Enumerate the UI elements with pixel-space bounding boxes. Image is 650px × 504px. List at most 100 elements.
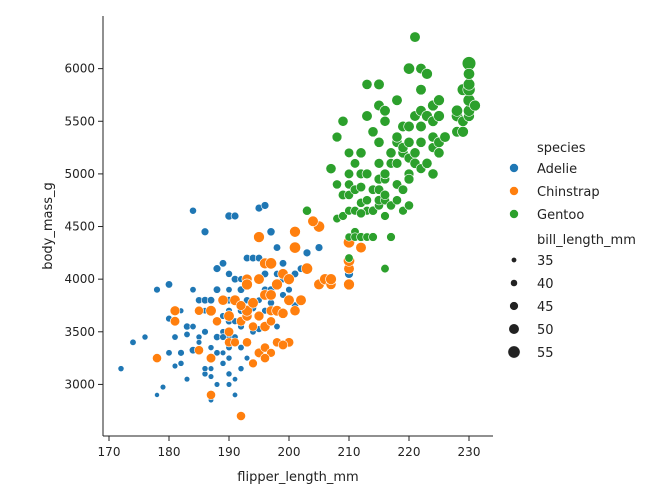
data-point-adelie — [302, 248, 312, 258]
data-point-gentoo — [409, 31, 421, 43]
data-point-gentoo — [356, 208, 366, 219]
legend-label-adelie: Adelie — [537, 162, 577, 177]
x-tick-label: 170 — [98, 445, 121, 459]
data-point-adelie — [212, 264, 222, 273]
data-point-gentoo — [439, 131, 451, 143]
data-point-chinstrap — [205, 305, 217, 317]
data-point-adelie — [183, 330, 191, 338]
data-point-chinstrap — [253, 231, 265, 243]
data-point-gentoo — [403, 62, 415, 75]
data-point-chinstrap — [194, 305, 204, 316]
legend-size-marker — [509, 301, 519, 311]
legend-size-items: 35 40 45 50 55 — [507, 254, 554, 361]
data-point-chinstrap — [271, 278, 283, 291]
data-point-gentoo — [367, 126, 379, 138]
data-point-chinstrap — [206, 390, 216, 400]
data-point-adelie — [129, 338, 137, 346]
data-point-chinstrap — [301, 262, 313, 275]
data-point-gentoo — [361, 110, 373, 122]
data-point-gentoo — [421, 157, 433, 169]
data-point-gentoo — [415, 120, 427, 133]
data-point-chinstrap — [265, 289, 277, 301]
data-point-adelie — [154, 392, 160, 398]
legend-size-marker — [510, 256, 518, 264]
data-point-gentoo — [325, 163, 337, 175]
data-point-gentoo — [373, 78, 385, 91]
data-point-adelie — [278, 259, 288, 268]
data-point-gentoo — [391, 131, 403, 143]
data-point-gentoo — [344, 253, 354, 263]
data-point-adelie — [164, 280, 174, 289]
data-point-gentoo — [337, 115, 349, 127]
data-point-gentoo — [397, 184, 409, 195]
series-chinstrap — [152, 215, 367, 421]
data-point-chinstrap — [289, 226, 301, 238]
legend: species Adelie Chinstrap Gentoo bill_lengt… — [507, 141, 636, 361]
data-point-adelie — [195, 339, 203, 346]
data-point-adelie — [153, 285, 161, 294]
data-point-adelie — [266, 227, 276, 237]
data-point-chinstrap — [248, 321, 258, 332]
legend-size-label: 40 — [537, 277, 554, 292]
data-point-gentoo — [415, 136, 427, 148]
data-point-gentoo — [433, 147, 445, 159]
data-point-adelie — [117, 365, 125, 372]
data-point-gentoo — [463, 67, 475, 80]
legend-size-marker — [510, 279, 518, 287]
x-tick-label: 210 — [338, 445, 361, 459]
data-point-adelie — [272, 243, 282, 252]
data-point-gentoo — [331, 131, 343, 143]
data-point-adelie — [237, 344, 245, 352]
data-point-chinstrap — [212, 316, 222, 327]
data-point-gentoo — [302, 205, 312, 216]
data-point-adelie — [200, 227, 210, 237]
data-point-adelie — [273, 322, 281, 331]
data-point-gentoo — [355, 181, 367, 193]
data-point-gentoo — [462, 78, 476, 91]
data-point-adelie — [243, 354, 251, 362]
data-point-adelie — [177, 349, 185, 357]
legend-marker-gentoo — [509, 209, 519, 219]
data-point-adelie — [177, 360, 185, 367]
data-point-adelie — [189, 286, 197, 294]
data-point-chinstrap — [277, 307, 289, 319]
data-point-adelie — [207, 344, 215, 351]
data-point-gentoo — [380, 264, 390, 274]
data-point-chinstrap — [223, 326, 235, 337]
data-point-chinstrap — [325, 273, 337, 285]
data-point-gentoo — [349, 158, 361, 169]
data-point-gentoo — [404, 200, 414, 211]
legend-marker-adelie — [509, 163, 519, 173]
data-point-gentoo — [380, 211, 390, 221]
data-point-chinstrap — [253, 273, 265, 285]
data-point-gentoo — [361, 79, 373, 90]
data-point-gentoo — [457, 126, 469, 138]
data-point-chinstrap — [152, 353, 162, 364]
data-point-gentoo — [391, 158, 403, 169]
series-gentoo — [302, 31, 481, 274]
data-point-adelie — [225, 370, 233, 378]
x-tick-label: 190 — [218, 445, 241, 459]
data-point-gentoo — [469, 99, 481, 112]
data-point-adelie — [201, 328, 209, 336]
data-point-chinstrap — [283, 294, 295, 306]
data-point-gentoo — [385, 147, 397, 159]
data-point-adelie — [183, 375, 191, 383]
legend-hue-items: Adelie Chinstrap Gentoo — [509, 162, 600, 223]
x-tick-label: 220 — [398, 445, 421, 459]
data-point-gentoo — [403, 136, 415, 148]
legend-size-label: 50 — [537, 323, 554, 338]
data-point-gentoo — [415, 84, 427, 96]
data-point-adelie — [201, 365, 209, 372]
data-point-chinstrap — [169, 316, 181, 327]
data-point-adelie — [225, 270, 233, 278]
data-point-gentoo — [355, 147, 367, 159]
x-tick-label: 230 — [458, 445, 481, 459]
data-point-adelie — [219, 349, 227, 357]
data-point-chinstrap — [289, 305, 301, 317]
data-point-chinstrap — [295, 294, 307, 306]
data-point-adelie — [260, 201, 270, 210]
data-point-gentoo — [373, 136, 385, 148]
data-point-adelie — [159, 383, 167, 391]
